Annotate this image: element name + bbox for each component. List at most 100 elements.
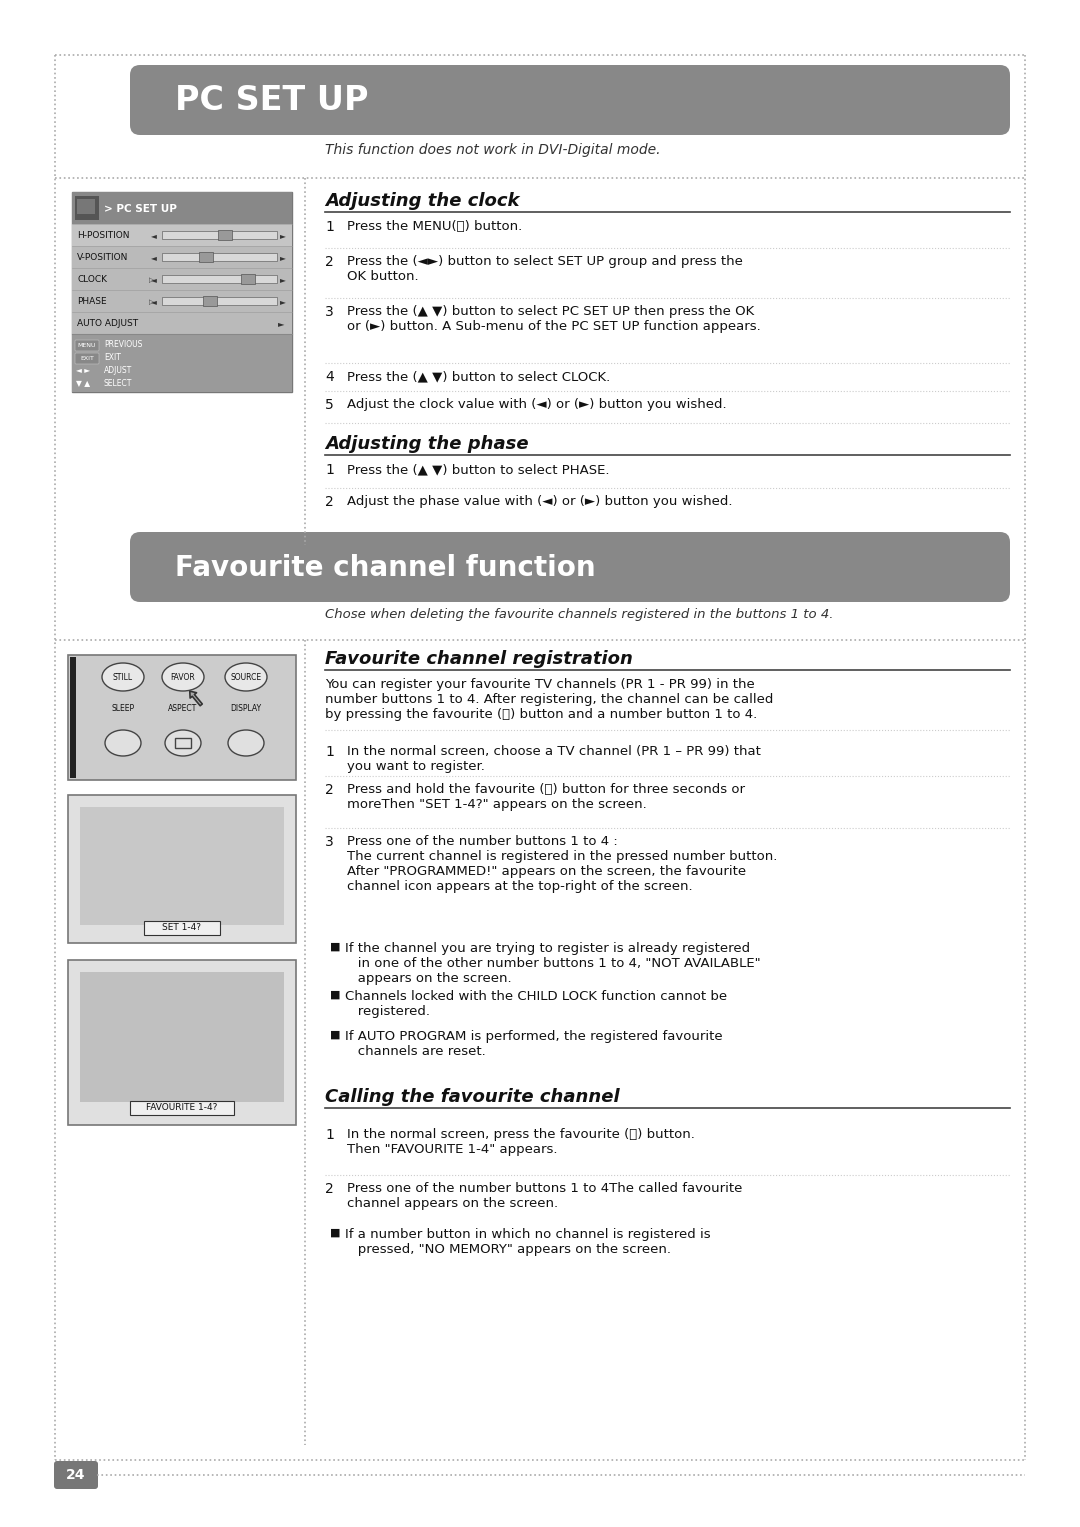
FancyBboxPatch shape	[75, 353, 99, 363]
Text: ADJUST: ADJUST	[104, 366, 132, 376]
Text: Favourite channel registration: Favourite channel registration	[325, 651, 633, 667]
Text: Channels locked with the CHILD LOCK function cannot be
   registered.: Channels locked with the CHILD LOCK func…	[345, 989, 727, 1019]
Text: Press the (▲ ▼) button to select CLOCK.: Press the (▲ ▼) button to select CLOCK.	[347, 370, 610, 383]
Text: Calling the favourite channel: Calling the favourite channel	[325, 1089, 620, 1106]
Bar	[72, 334, 292, 392]
Text: ◄: ◄	[151, 298, 157, 307]
Text: ►: ►	[278, 319, 284, 328]
Text: 3: 3	[325, 305, 334, 319]
Bar	[241, 273, 255, 284]
Text: ◄: ◄	[151, 232, 157, 240]
Text: 2: 2	[325, 1182, 334, 1196]
Bar	[80, 973, 284, 1102]
Text: SET 1-4?: SET 1-4?	[162, 924, 202, 933]
Text: Adjusting the phase: Adjusting the phase	[325, 435, 528, 454]
Text: Press one of the number buttons 1 to 4 :
The current channel is registered in th: Press one of the number buttons 1 to 4 :…	[347, 835, 778, 893]
Bar	[203, 296, 217, 305]
Text: SELECT: SELECT	[104, 379, 133, 388]
Text: In the normal screen, press the favourite (Ⓕ) button.
Then "FAVOURITE 1-4" appea: In the normal screen, press the favourit…	[347, 1128, 694, 1156]
Bar	[175, 738, 191, 748]
Text: ▷: ▷	[149, 276, 154, 282]
Text: Chose when deleting the favourite channels registered in the buttons 1 to 4.: Chose when deleting the favourite channe…	[325, 608, 834, 621]
Bar	[68, 960, 296, 1125]
Text: If AUTO PROGRAM is performed, the registered favourite
   channels are reset.: If AUTO PROGRAM is performed, the regist…	[345, 1031, 723, 1058]
Text: Adjust the clock value with (◄) or (►) button you wished.: Adjust the clock value with (◄) or (►) b…	[347, 399, 727, 411]
Bar	[68, 796, 296, 944]
Text: V-POSITION: V-POSITION	[77, 253, 129, 263]
Text: EXIT: EXIT	[80, 356, 94, 360]
FancyBboxPatch shape	[130, 66, 1010, 134]
Text: DISPLAY: DISPLAY	[230, 704, 261, 713]
Bar	[162, 296, 276, 305]
Text: If a number button in which no channel is registered is
   pressed, "NO MEMORY" : If a number button in which no channel i…	[345, 1228, 711, 1257]
Text: H-POSITION: H-POSITION	[77, 232, 130, 240]
Bar	[72, 290, 292, 312]
Text: PREVIOUS: PREVIOUS	[104, 341, 143, 350]
Text: Press the (▲ ▼) button to select PHASE.: Press the (▲ ▼) button to select PHASE.	[347, 463, 609, 476]
Text: If the channel you are trying to register is already registered
   in one of the: If the channel you are trying to registe…	[345, 942, 760, 985]
Text: 2: 2	[325, 255, 334, 269]
Text: PC SET UP: PC SET UP	[175, 84, 368, 118]
Text: FAVOURITE 1-4?: FAVOURITE 1-4?	[146, 1104, 218, 1113]
Ellipse shape	[102, 663, 144, 692]
Text: Press and hold the favourite (Ⓕ) button for three seconds or
moreThen "SET 1-4?": Press and hold the favourite (Ⓕ) button …	[347, 783, 745, 811]
Text: 2: 2	[325, 495, 334, 508]
Text: Adjusting the clock: Adjusting the clock	[325, 192, 519, 211]
Text: Press the (◄►) button to select SET UP group and press the
OK button.: Press the (◄►) button to select SET UP g…	[347, 255, 743, 282]
Ellipse shape	[105, 730, 141, 756]
Ellipse shape	[228, 730, 264, 756]
Text: ▼ ▲: ▼ ▲	[76, 379, 90, 388]
Bar	[72, 192, 292, 392]
Bar	[72, 246, 292, 269]
Bar	[80, 806, 284, 925]
Text: EXIT: EXIT	[104, 353, 121, 362]
Text: ►: ►	[280, 275, 286, 284]
FancyBboxPatch shape	[130, 531, 1010, 602]
Text: ASPECT: ASPECT	[168, 704, 198, 713]
Text: ■: ■	[330, 1228, 340, 1238]
Ellipse shape	[162, 663, 204, 692]
Bar	[199, 252, 213, 263]
FancyBboxPatch shape	[75, 341, 99, 351]
Bar	[72, 269, 292, 290]
Text: ■: ■	[330, 942, 340, 951]
Text: SOURCE: SOURCE	[230, 672, 261, 681]
Text: You can register your favourite TV channels (PR 1 - PR 99) in the
number buttons: You can register your favourite TV chann…	[325, 678, 773, 721]
Text: 2: 2	[325, 783, 334, 797]
Text: PHASE: PHASE	[77, 298, 107, 307]
Text: Press one of the number buttons 1 to 4The called favourite
channel appears on th: Press one of the number buttons 1 to 4Th…	[347, 1182, 742, 1209]
Text: 4: 4	[325, 370, 334, 383]
Ellipse shape	[225, 663, 267, 692]
Text: AUTO ADJUST: AUTO ADJUST	[77, 319, 138, 328]
Ellipse shape	[165, 730, 201, 756]
Text: Favourite channel function: Favourite channel function	[175, 554, 596, 582]
Text: ■: ■	[330, 989, 340, 1000]
Bar	[68, 655, 296, 780]
Text: 1: 1	[325, 1128, 334, 1142]
Text: ◄: ◄	[151, 253, 157, 263]
Text: ►: ►	[280, 253, 286, 263]
Bar	[218, 231, 232, 240]
Text: Press the (▲ ▼) button to select PC SET UP then press the OK
or (►) button. A Su: Press the (▲ ▼) button to select PC SET …	[347, 305, 760, 333]
Text: 5: 5	[325, 399, 334, 412]
Text: STILL: STILL	[113, 672, 133, 681]
Text: 1: 1	[325, 463, 334, 476]
Bar	[72, 312, 292, 334]
Bar	[162, 231, 276, 240]
Text: Adjust the phase value with (◄) or (►) button you wished.: Adjust the phase value with (◄) or (►) b…	[347, 495, 732, 508]
Bar	[162, 253, 276, 261]
Text: 1: 1	[325, 745, 334, 759]
Text: 24: 24	[66, 1467, 85, 1483]
Text: ◄: ◄	[151, 275, 157, 284]
Text: Press the MENU(Ⓜ) button.: Press the MENU(Ⓜ) button.	[347, 220, 523, 234]
Bar	[77, 199, 95, 214]
Text: > PC SET UP: > PC SET UP	[104, 205, 177, 214]
Bar	[72, 192, 292, 224]
Bar	[75, 195, 99, 220]
Bar	[130, 1101, 234, 1115]
Bar	[70, 657, 76, 777]
Text: 3: 3	[325, 835, 334, 849]
Text: ►: ►	[280, 298, 286, 307]
Bar	[72, 224, 292, 246]
Text: SLEEP: SLEEP	[111, 704, 135, 713]
